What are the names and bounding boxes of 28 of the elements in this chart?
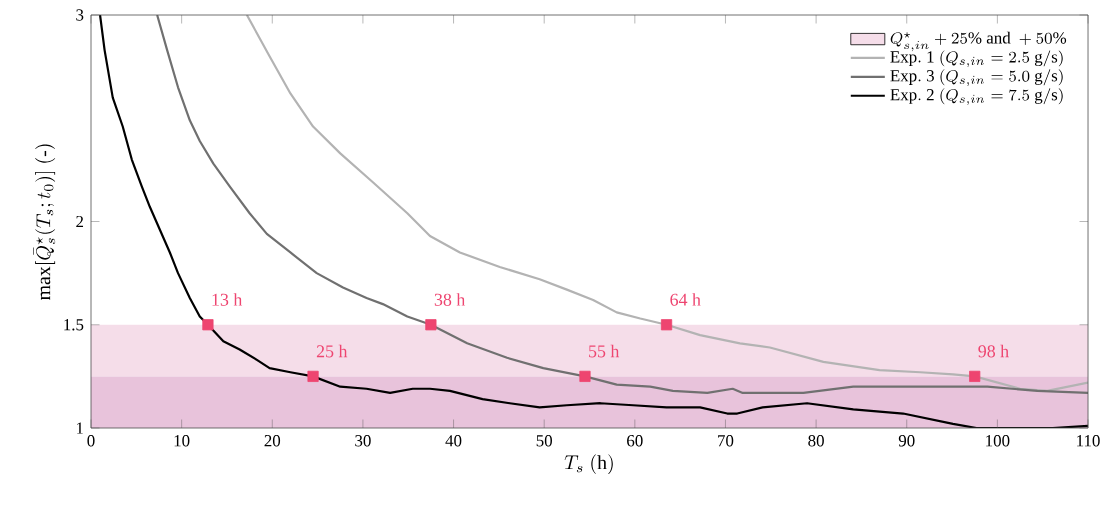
- legend-label: $\mathrm{Exp.\ 2}\ (Q_{s,in}=7.5\ \mathrm{g/s})$: [890, 88, 1063, 105]
- annotation: 55 h: [589, 344, 620, 358]
- legend-label: $Q^{\star}_{s,in}+25\%\ \mathrm{and}\ +50\%$: [890, 31, 1067, 52]
- x-tick-label: 40: [445, 435, 462, 447]
- x-tick-label: 30: [355, 435, 371, 447]
- x-tick-label: 10: [174, 435, 190, 447]
- x-tick-label: 60: [627, 435, 643, 447]
- x-tick-label: 50: [536, 435, 552, 447]
- annotation: 64 h: [670, 293, 701, 306]
- x-axis-title: $T_s\ (\mathrm{h})$: [564, 454, 613, 475]
- x-tick-label: 90: [898, 435, 915, 447]
- x-tick-label: 100: [986, 435, 1010, 447]
- x-tick-label: 0: [87, 435, 95, 447]
- annotation: 13 h: [212, 293, 243, 306]
- x-tick-label: 20: [264, 435, 281, 447]
- x-tick-label: 110: [1077, 435, 1100, 447]
- y-tick-label: 2: [76, 215, 84, 228]
- x-tick-label: 80: [808, 435, 824, 447]
- y-tick-label: 3: [76, 9, 84, 21]
- legend-label: $\mathrm{Exp.\ 1}\ (Q_{s,in}=2.5\ \mathrm{g/s})$: [890, 50, 1063, 68]
- y-tick-label: 1.5: [64, 319, 84, 331]
- legend-label: $\mathrm{Exp.\ 3}\ (Q_{s,in}=5.0\ \mathrm{g/s})$: [890, 69, 1063, 87]
- annotation: 25 h: [316, 344, 348, 358]
- annotation: 38 h: [434, 293, 466, 306]
- x-tick-label: 70: [718, 435, 734, 447]
- y-axis-title: $\mathrm{max}[\bar{Q}^{\star}_{s}(T_s;t_0)]\ (\mbox{-})$: [33, 144, 56, 301]
- annotation: 98 h: [978, 344, 1009, 358]
- y-tick-label: 1: [76, 422, 83, 434]
